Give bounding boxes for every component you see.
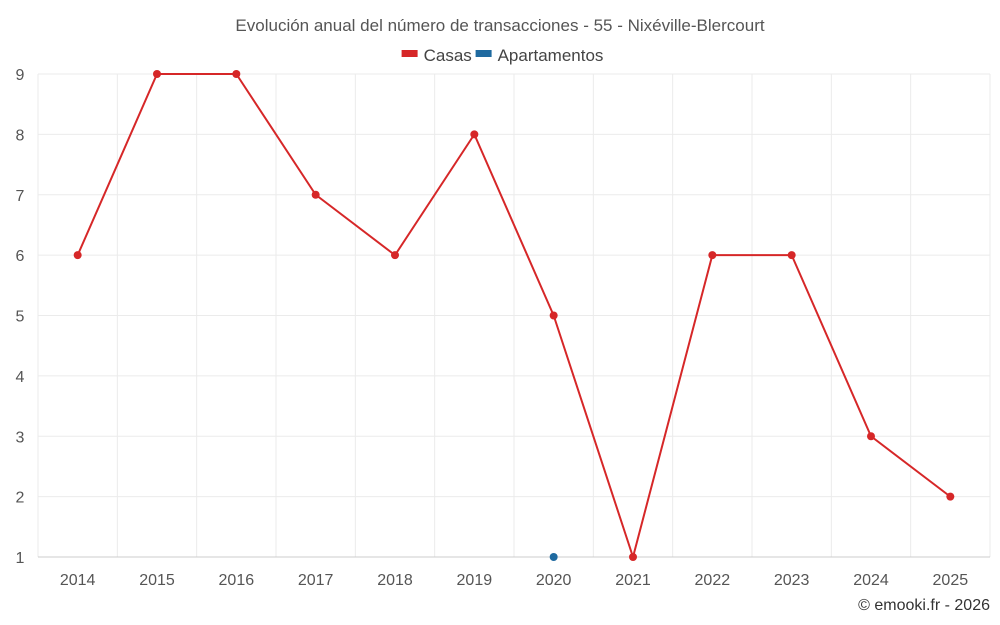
series-line-casas [76,73,951,558]
legend-label-casas: Casas [424,46,472,65]
y-tick-label-9: 9 [16,67,25,84]
x-tick-label-2022: 2022 [695,572,731,589]
data-point-casas-2025 [946,492,955,501]
data-point-casas-2020 [549,311,558,320]
x-tick-label-2025: 2025 [933,572,969,589]
legend: Casas Apartamentos [401,46,604,65]
x-tick-label-2015: 2015 [139,572,175,589]
x-tick-label-2018: 2018 [377,572,413,589]
legend-swatch-casas [401,50,418,57]
data-point-casas-2016 [232,70,241,78]
data-point-casas-2015 [153,70,161,78]
x-tick-label-2020: 2020 [536,572,572,589]
data-point-casas-2023 [787,251,796,260]
y-tick-label-2: 2 [16,490,25,507]
data-point-casas-2021 [629,553,637,561]
data-point-casas-2024 [867,432,875,441]
x-tick-label-2017: 2017 [298,572,334,589]
x-tick-label-2021: 2021 [615,572,651,589]
grid [37,73,991,557]
data-point-casas-2018 [391,251,399,260]
series-layer [73,70,955,561]
y-tick-label-1: 1 [16,550,25,567]
x-tick-label-2016: 2016 [219,572,255,589]
x-tick-label-2023: 2023 [774,572,810,589]
y-tick-label-5: 5 [16,309,25,326]
legend-swatch-apartamentos [475,50,492,57]
data-point-casas-2019 [470,130,479,139]
data-point-apartamentos-2020 [549,553,558,561]
legend-label-apartamentos: Apartamentos [498,46,604,65]
y-tick-label-8: 8 [16,127,25,144]
x-tick-label-2024: 2024 [853,572,889,589]
y-tick-label-7: 7 [16,188,25,205]
y-tick-label-6: 6 [16,248,25,265]
x-tick-label-2014: 2014 [60,572,96,589]
chart-title: Evolución anual del número de transaccio… [235,16,764,35]
data-point-casas-2014 [73,251,82,260]
y-tick-label-4: 4 [16,369,25,386]
credit-text: © emooki.fr - 2026 [858,597,990,614]
y-tick-label-3: 3 [16,429,25,446]
axes: 1 2 3 4 5 6 7 8 9 2014 2015 2016 2017 2018 2019 2020 202… [16,67,990,589]
x-tick-label-2019: 2019 [457,572,493,589]
legend-item-casas: Casas [401,46,472,65]
data-point-casas-2017 [311,190,320,199]
legend-item-apartamentos: Apartamentos [475,46,604,65]
data-point-casas-2022 [708,251,717,260]
